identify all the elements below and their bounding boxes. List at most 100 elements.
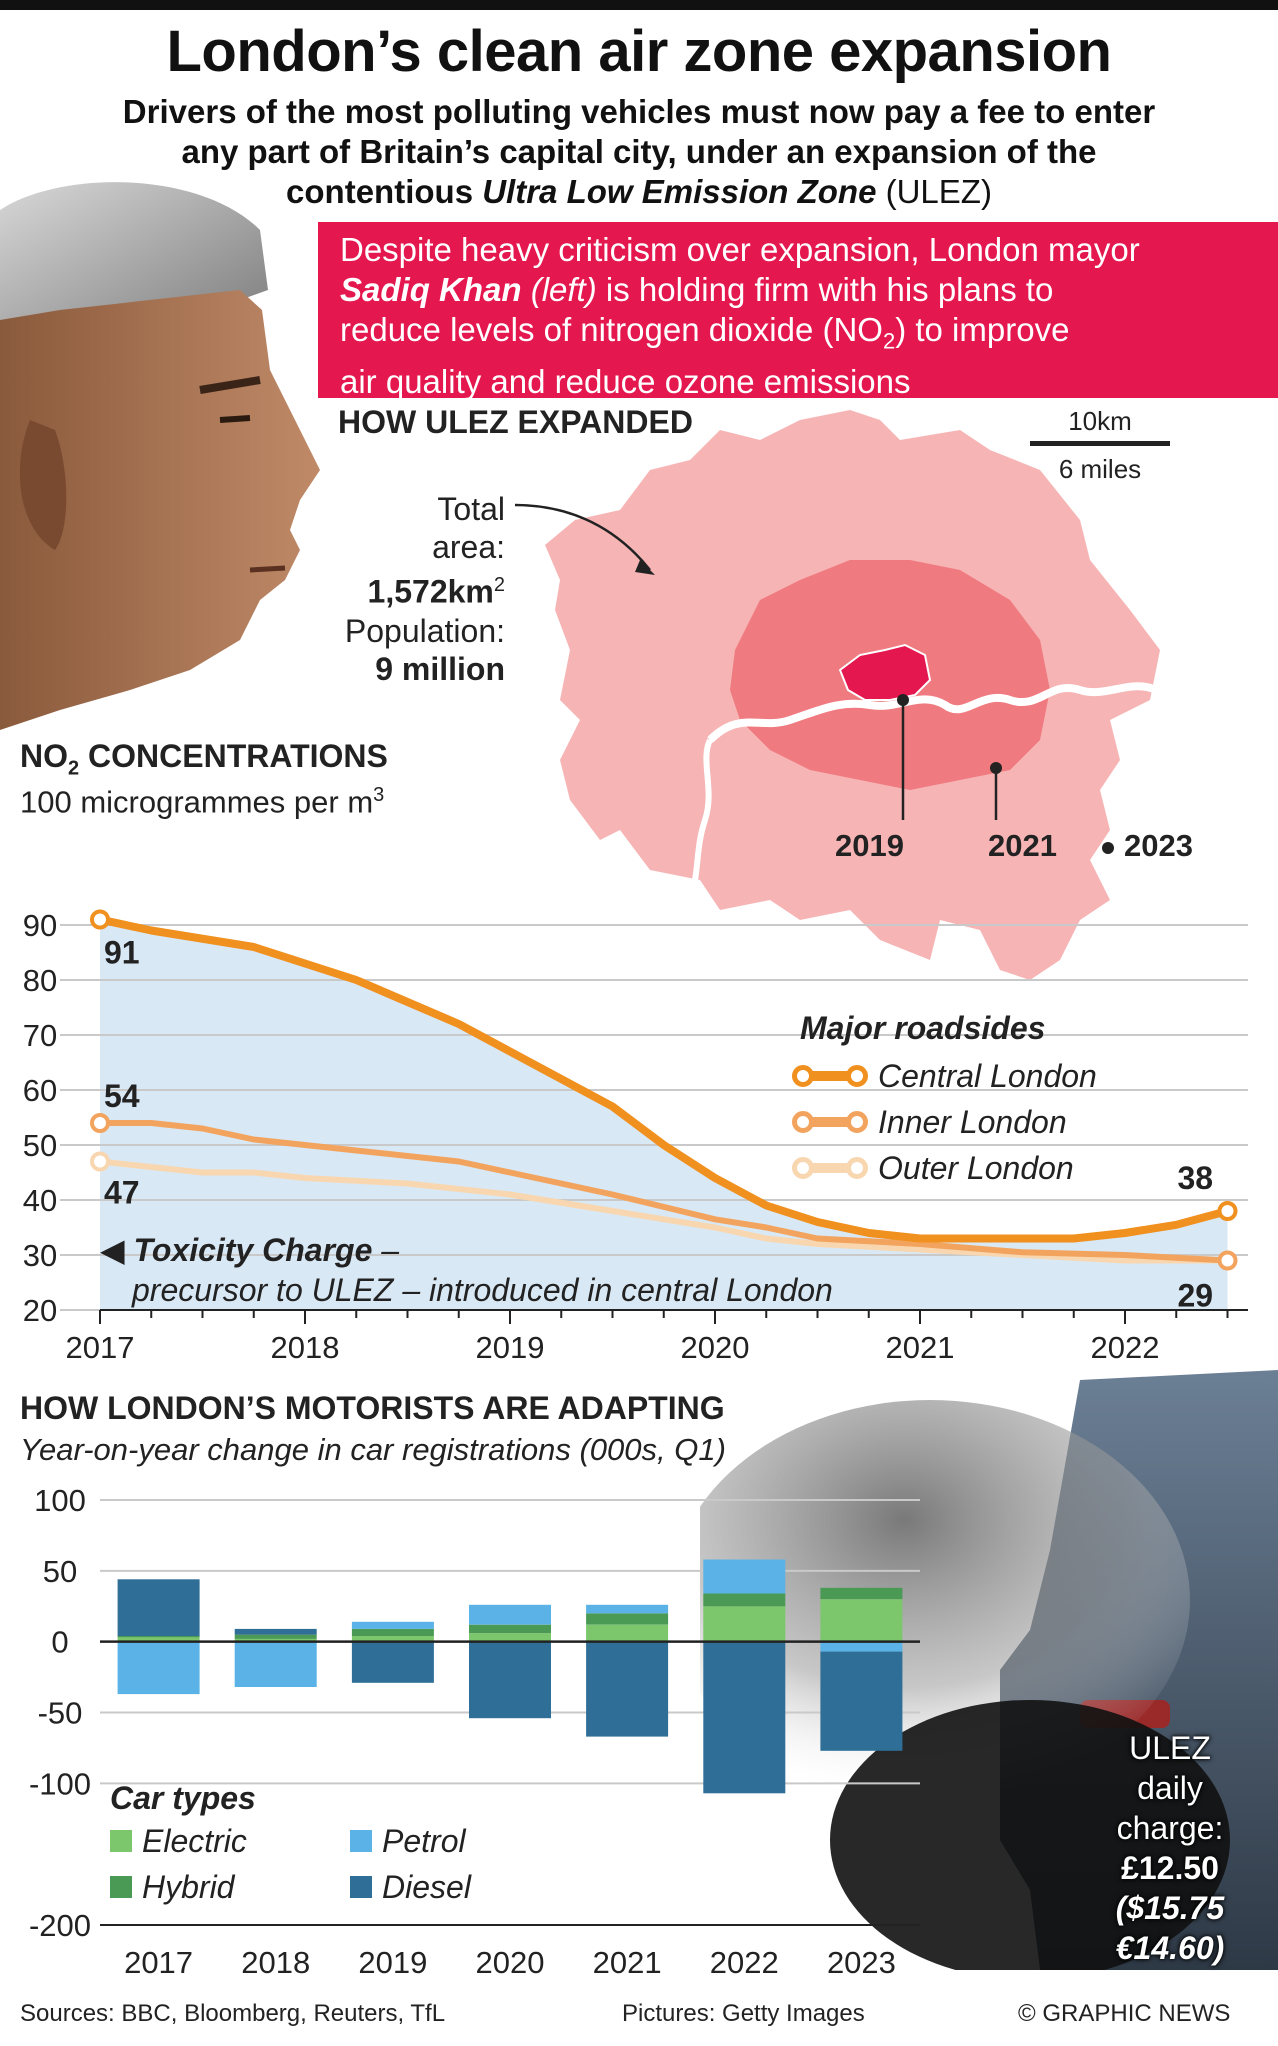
toxicity-arrow: ◀ — [100, 1232, 125, 1268]
bar-petrol-2022 — [703, 1559, 786, 1594]
no2-legend: Major roadsides Central London Inner Lon… — [792, 1010, 1097, 1191]
scale-miles: 6 miles — [1058, 454, 1142, 484]
legend-central-london: Central London — [792, 1053, 1097, 1099]
charge-gbp: £12.50 — [1121, 1850, 1219, 1886]
car-types-legend-title: Car types — [110, 1780, 256, 1816]
no2-area-fill — [100, 919, 1228, 1310]
bar-hybrid-2021 — [586, 1613, 669, 1625]
bar-ytick-50: 50 — [43, 1554, 77, 1589]
thames-tributary — [687, 738, 713, 901]
zone-label-2019: 2019 — [835, 828, 904, 863]
bar-hybrid-2017 — [117, 1636, 200, 1638]
no2-xtick-2017: 2017 — [66, 1330, 135, 1365]
no2-unit: 100 microgrammes per m3 — [20, 784, 384, 820]
bar-electric-2019 — [351, 1636, 434, 1642]
no2-xtick-2021: 2021 — [886, 1330, 955, 1365]
legend-petrol-swatch — [350, 1830, 372, 1852]
legend-electric-swatch — [110, 1830, 132, 1852]
series-end-point-inner-london — [1217, 1250, 1238, 1271]
bar-petrol-2018 — [234, 1641, 317, 1687]
footer-sources: Sources: BBC, Bloomberg, Reuters, TfL — [20, 2000, 446, 2027]
bar-xtick-2017: 2017 — [124, 1945, 193, 1980]
legend-outer-swatch — [792, 1157, 868, 1179]
toxicity-charge-note: ◀ Toxicity Charge – precursor to ULEZ – … — [100, 1230, 833, 1310]
no2-xtick-2018: 2018 — [271, 1330, 340, 1365]
bar-diesel-2020 — [469, 1641, 551, 1719]
subtitle-ulez-name: Ultra Low Emission Zone — [482, 173, 877, 210]
total-area-label: Total area: 1,572km2 — [300, 490, 505, 611]
bar-petrol-2021 — [586, 1604, 669, 1614]
intro-left-note: (left) — [521, 271, 597, 308]
subtitle-line-3: contentious Ultra Low Emission Zone (ULE… — [40, 172, 1238, 212]
no2-ytick-60: 60 — [23, 1073, 57, 1108]
bar-hybrid-2023 — [820, 1587, 903, 1600]
scale-bar — [1030, 441, 1170, 446]
top-bar — [0, 0, 1278, 10]
map-scale: 10km 6 miles — [1030, 406, 1170, 485]
bar-petrol-2017 — [117, 1641, 200, 1695]
adapt-title: HOW LONDON’S MOTORISTS ARE ADAPTING — [20, 1390, 725, 1426]
bar-xtick-2022: 2022 — [710, 1945, 779, 1980]
bar-xtick-2018: 2018 — [241, 1945, 310, 1980]
series-line-inner-london — [97, 1120, 1231, 1264]
legend-diesel-swatch — [350, 1876, 372, 1898]
legend-central-swatch — [792, 1065, 868, 1087]
bar-electric-2018 — [234, 1638, 317, 1642]
legend-inner-swatch — [792, 1111, 868, 1133]
no2-xtick-2020: 2020 — [681, 1330, 750, 1365]
bar-petrol-2020 — [469, 1604, 551, 1625]
area-pointer-arrowhead — [635, 560, 655, 575]
no2-unit-sup: 3 — [373, 784, 385, 806]
bar-hybrid-2020 — [469, 1624, 551, 1634]
charge-usd: ($15.75 — [1115, 1890, 1225, 1926]
no2-ytick-30: 30 — [23, 1238, 57, 1273]
legend-electric: Electric — [110, 1821, 350, 1861]
label-outer-start: 47 — [104, 1175, 140, 1211]
bar-ytick-100: 100 — [34, 1483, 86, 1518]
series-start-point-inner-london — [90, 1113, 110, 1133]
toxicity-line-1: ◀ Toxicity Charge – — [100, 1230, 833, 1270]
series-line-outer-london — [97, 1158, 1231, 1264]
no2-title-sub: 2 — [68, 757, 80, 780]
intro-line-3a: reduce levels of nitrogen dioxide (NO — [340, 311, 883, 348]
population-value: 9 million — [375, 651, 505, 687]
car-types-legend: Car types Electric Petrol Hybrid Diesel — [110, 1780, 570, 1907]
thames-river — [707, 682, 1173, 743]
intro-line-3b: ) to improve — [895, 311, 1070, 348]
no2-xtick-2022: 2022 — [1091, 1330, 1160, 1365]
ulez-charge-box: ULEZ daily charge: £12.50 ($15.75 €14.60… — [1080, 1728, 1260, 1968]
ulez-map — [514, 410, 1173, 980]
bar-ytick--100: -100 — [29, 1766, 91, 1801]
area-value: 1,572km2 — [367, 573, 505, 610]
bar-electric-2021 — [586, 1624, 669, 1642]
charge-line-2: daily — [1137, 1770, 1203, 1806]
intro-text: Despite heavy criticism over expansion, … — [340, 230, 1270, 402]
no2-ytick-50: 50 — [23, 1128, 57, 1163]
no2-xtick-2019: 2019 — [476, 1330, 545, 1365]
no2-unit-a: 100 microgrammes per m — [20, 784, 374, 820]
no2-ytick-70: 70 — [23, 1018, 57, 1053]
bar-xtick-2020: 2020 — [476, 1945, 545, 1980]
charge-line-3: charge: — [1116, 1810, 1224, 1846]
toxicity-dash: – — [372, 1232, 400, 1268]
toxicity-charge-name: Toxicity Charge — [133, 1232, 373, 1268]
legend-hybrid: Hybrid — [110, 1867, 350, 1907]
zone-2019 — [838, 643, 932, 701]
bar-electric-2023 — [820, 1599, 903, 1642]
registrations-bar-chart: 100 50 0 -50 -100 -200 2017 2018 2019 2020 2021 202… — [29, 1483, 920, 1980]
bar-electric-2022 — [703, 1606, 786, 1642]
bar-xtick-2021: 2021 — [593, 1945, 662, 1980]
bar-electric-2020 — [469, 1633, 551, 1642]
bar-petrol-2023 — [820, 1641, 903, 1652]
bar-hybrid-2019 — [351, 1628, 434, 1636]
legend-diesel: Diesel — [350, 1867, 570, 1907]
no2-ytick-90: 90 — [23, 908, 57, 943]
no2-title-a: NO — [20, 738, 68, 774]
footer-credit: © GRAPHIC NEWS — [1018, 2000, 1231, 2027]
no2-ytick-80: 80 — [23, 963, 57, 998]
intro-no2-sub: 2 — [882, 328, 896, 354]
label-central-end: 38 — [1178, 1160, 1214, 1196]
intro-line-2: Sadiq Khan (left) is holding firm with h… — [340, 270, 1270, 310]
bar-ytick--50: -50 — [38, 1696, 83, 1731]
bar-electric-2017 — [117, 1637, 200, 1642]
